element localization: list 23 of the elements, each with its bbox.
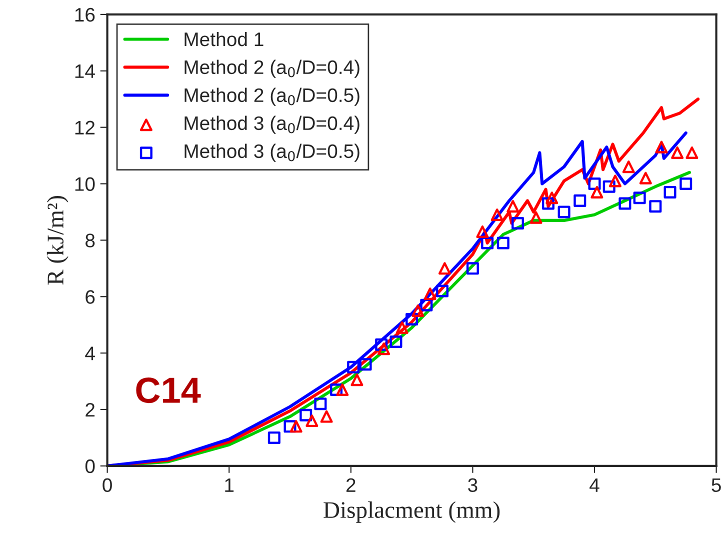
x-tick-label: 2: [346, 478, 356, 492]
y-tick-label: 14: [75, 64, 95, 78]
y-axis-title: R (kJ/m²): [46, 196, 68, 285]
legend-label: Method 3 (a$_{0}$/D=0.5): [184, 144, 360, 162]
x-tick-label: 5: [712, 478, 721, 492]
y-tick-label: 12: [75, 120, 95, 134]
y-tick-label: 6: [86, 290, 95, 304]
y-tick-label: 2: [86, 402, 95, 417]
x-axis-title: Displacment (mm): [324, 501, 500, 523]
legend-label: Method 3 (a$_{0}$/D=0.4): [184, 116, 360, 134]
y-tick-label: 0: [85, 459, 95, 474]
y-tick-label: 16: [75, 8, 95, 22]
legend-label: Method 1: [184, 32, 264, 46]
x-tick-label: 3: [468, 478, 478, 492]
legend-label: Method 2 (a$_{0}$/D=0.4): [184, 60, 360, 78]
x-tick-label: 0: [102, 478, 112, 492]
annotation: C14: [136, 378, 201, 404]
y-tick-label: 10: [75, 177, 95, 191]
x-tick-label: 1: [225, 478, 234, 492]
y-tick-label: 8: [86, 234, 95, 248]
y-tick-label: 4: [85, 346, 95, 360]
x-tick-label: 4: [590, 478, 600, 492]
legend-label: Method 2 (a$_{0}$/D=0.5): [184, 88, 360, 106]
